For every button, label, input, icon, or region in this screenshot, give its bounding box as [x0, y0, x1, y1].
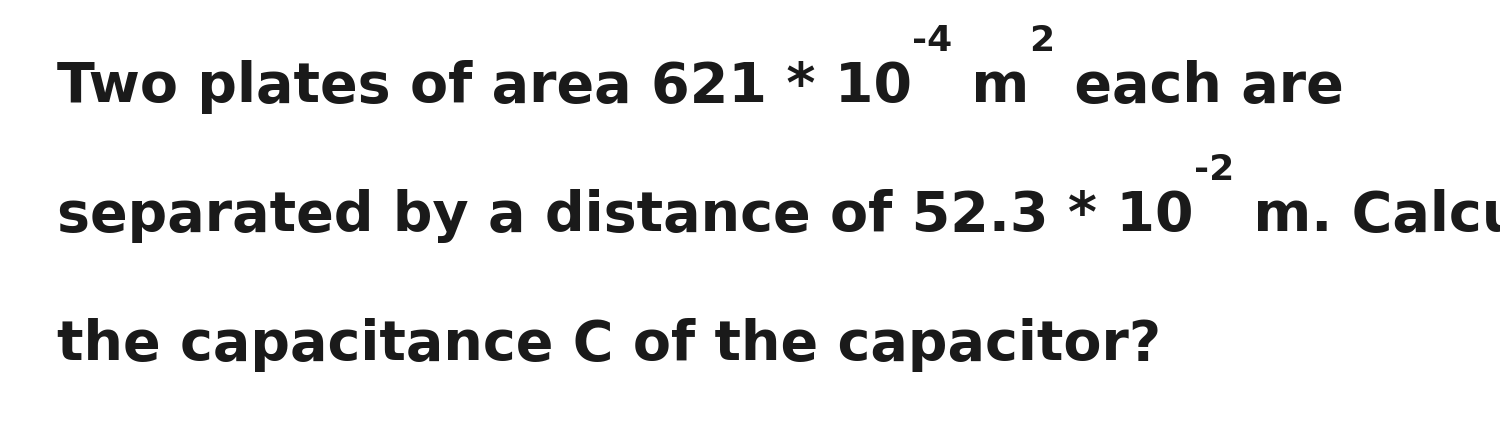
Text: m. Calculate: m. Calculate: [1234, 189, 1500, 243]
Text: 2: 2: [1029, 24, 1054, 58]
Text: Two plates of area 621 * 10: Two plates of area 621 * 10: [57, 60, 912, 114]
Text: m: m: [952, 60, 1029, 114]
Text: separated by a distance of 52.3 * 10: separated by a distance of 52.3 * 10: [57, 189, 1194, 243]
Text: -2: -2: [1194, 153, 1234, 187]
Text: the capacitance C of the capacitor?: the capacitance C of the capacitor?: [57, 318, 1161, 372]
Text: -4: -4: [912, 24, 952, 58]
Text: each are: each are: [1054, 60, 1344, 114]
